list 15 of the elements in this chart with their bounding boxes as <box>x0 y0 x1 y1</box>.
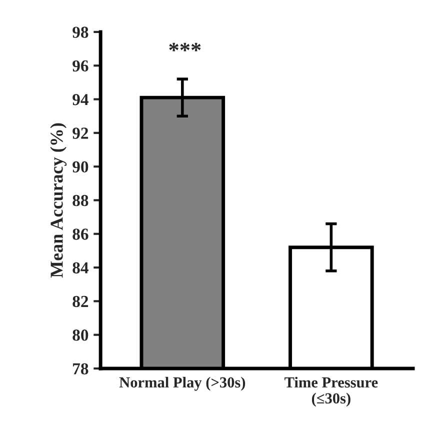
y-tick-label: 90 <box>72 161 88 173</box>
y-tick-label: 82 <box>72 296 88 308</box>
y-tick-label: 96 <box>72 60 88 72</box>
x-tick-label: Time Pressure (≤30s) <box>284 376 378 407</box>
y-tick-label: 80 <box>72 330 88 341</box>
y-axis-title: Mean Accuracy (%) <box>50 123 67 278</box>
y-tick-label: 94 <box>72 94 88 106</box>
y-tick-label: 86 <box>72 228 88 240</box>
y-tick-label: 88 <box>72 194 88 206</box>
y-tick-label: 78 <box>73 363 88 374</box>
x-tick-label: Normal Play (>30s) <box>119 376 246 391</box>
annotation: *** <box>169 42 201 52</box>
y-tick-label: 98 <box>72 26 88 38</box>
y-tick-label: 84 <box>72 262 88 274</box>
y-tick-label: 92 <box>72 128 88 139</box>
